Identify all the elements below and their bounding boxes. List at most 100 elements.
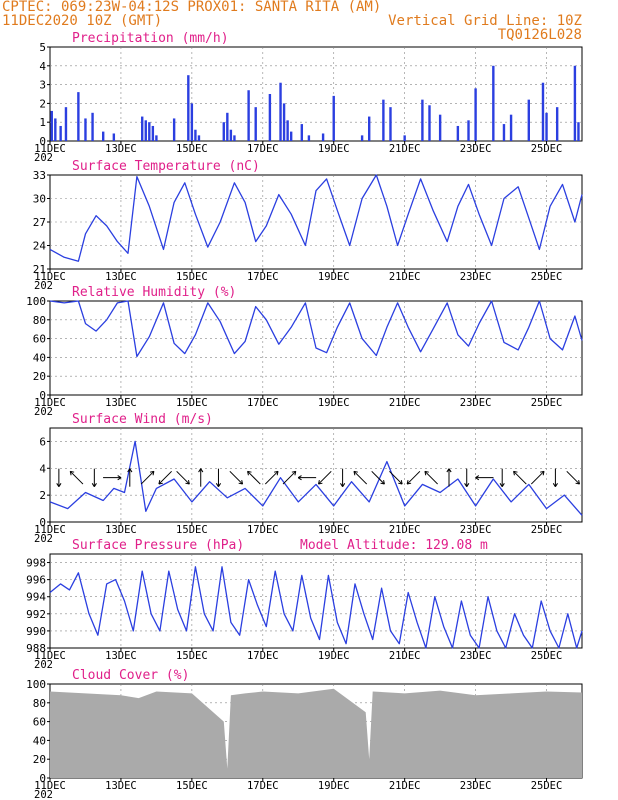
wind-arrow-shaft <box>158 470 172 485</box>
pressure-xtick-label: 17DEC <box>247 650 279 662</box>
precipitation-xtick-label: 19DEC <box>318 143 350 155</box>
precipitation-bar <box>254 107 257 141</box>
wind-arrow-head <box>70 470 75 473</box>
wind-arrow-head <box>117 477 122 481</box>
wind-arrow-shaft <box>353 470 368 485</box>
wind-xtick-label: 25DEC <box>531 524 563 536</box>
wind-arrow-shaft <box>371 470 385 485</box>
precipitation-bar <box>222 122 225 141</box>
cloud-cover-xtick-label: 15DEC <box>176 780 208 792</box>
precipitation-bar <box>268 94 272 141</box>
wind-wind-arrow <box>552 468 558 487</box>
wind-wind-arrow <box>318 470 332 485</box>
precipitation-bar <box>282 103 286 141</box>
wind-wind-arrow <box>158 470 172 485</box>
wind-xtick-label: 13DEC <box>105 524 137 536</box>
precipitation-bar <box>541 82 545 141</box>
wind-arrow-head <box>294 471 297 476</box>
wind-arrow-head <box>353 471 356 476</box>
temperature-year-fragment: 202 <box>34 280 53 292</box>
wind-xtick-label: 19DEC <box>318 524 350 536</box>
wind-arrow-head <box>340 483 344 487</box>
precipitation-bar <box>577 122 580 141</box>
precipitation-frame <box>49 46 583 142</box>
precipitation-bar <box>64 107 68 141</box>
wind-arrow-shaft <box>247 470 261 485</box>
precipitation-bar <box>502 124 506 141</box>
wind-arrow-head <box>69 471 72 476</box>
wind-wind-arrow <box>424 470 438 485</box>
wind-arrow-head <box>475 475 480 479</box>
wind-arrow-head <box>542 471 545 476</box>
humidity-ytick-label: 20 <box>33 370 46 383</box>
wind-arrow-shaft <box>513 470 527 485</box>
precipitation-bar <box>91 112 94 141</box>
wind-ytick-label: 0 <box>39 516 46 529</box>
wind-xtick-label: 23DEC <box>460 524 492 536</box>
wind-arrow-shaft <box>140 470 155 485</box>
wind-arrow-head <box>380 482 385 485</box>
wind-wind-arrow <box>247 470 261 485</box>
precipitation-bar <box>403 135 406 141</box>
cloud-cover-ytick-label: 100 <box>26 678 46 691</box>
precipitation-bar <box>456 125 460 141</box>
pressure-xtick-label: 21DEC <box>389 650 421 662</box>
cloud-cover-ytick-label: 80 <box>33 697 46 710</box>
wind-arrow-head <box>398 482 403 485</box>
cloud-cover-xtick-label: 23DEC <box>460 780 492 792</box>
wind-arrow-head <box>238 482 243 485</box>
wind-series-line <box>49 440 583 516</box>
wind-arrow-head <box>247 470 252 473</box>
precipitation-bar <box>59 125 62 141</box>
humidity-ytick-label: 40 <box>33 351 46 364</box>
wind-xtick-label: 17DEC <box>247 524 279 536</box>
precipitation-bar <box>197 135 201 141</box>
wind-arrow-head <box>158 480 161 485</box>
wind-xtick-label: 15DEC <box>176 524 208 536</box>
humidity-xtick-label: 15DEC <box>176 397 208 409</box>
pressure-ytick-label: 988 <box>26 642 46 655</box>
cloud-cover-xtick-label: 11DEC <box>34 780 66 792</box>
precipitation-bar <box>102 131 105 141</box>
wind-arrow-head <box>198 468 202 473</box>
wind-arrow-head <box>127 468 131 473</box>
humidity-ytick-label: 60 <box>33 333 46 346</box>
precipitation-bar <box>360 135 364 141</box>
pressure-xtick-label: 19DEC <box>318 650 350 662</box>
wind-wind-arrow <box>475 475 494 481</box>
wind-title: Surface Wind (m/s) <box>72 412 213 427</box>
wind-arrow-head <box>218 483 222 487</box>
humidity-xtick-label: 23DEC <box>460 397 492 409</box>
wind-arrow-head <box>424 471 427 476</box>
wind-ytick-label: 4 <box>39 462 46 475</box>
wind-wind-arrow <box>530 470 545 485</box>
cloud-cover-xtick-label: 13DEC <box>105 780 137 792</box>
wind-arrow-head <box>400 480 403 485</box>
precipitation-bar <box>428 105 431 141</box>
wind-arrow-head <box>540 470 545 473</box>
temperature-xtick-label: 23DEC <box>460 271 492 283</box>
precipitation-bar <box>509 114 513 141</box>
humidity-xtick-label: 13DEC <box>105 397 137 409</box>
wind-arrow-head <box>93 483 97 487</box>
wind-year-fragment: 202 <box>34 533 53 545</box>
wind-arrow-shaft <box>566 470 580 485</box>
wind-wind-arrow <box>140 470 155 485</box>
cloud-cover-panel: 0 20 40 60 80 100 11DEC 13DEC 15DEC 17DEC 19DEC 21D… <box>26 668 583 800</box>
wind-arrow-shaft <box>229 470 243 485</box>
wind-wind-arrow <box>297 475 317 481</box>
wind-arrow-head <box>215 483 219 487</box>
pressure-ytick-label: 992 <box>26 608 46 621</box>
precipitation-bar <box>155 135 158 141</box>
humidity-frame <box>49 300 583 396</box>
humidity-ytick-label: 100 <box>26 295 46 308</box>
cloud-cover-area <box>50 688 582 778</box>
precipitation-bar <box>194 129 197 141</box>
wind-ytick-label: 6 <box>39 435 46 448</box>
pressure-ytick-label: 996 <box>26 574 46 587</box>
humidity-title: Relative Humidity (%) <box>72 285 236 300</box>
humidity-ytick-label: 0 <box>39 389 46 402</box>
pressure-xtick-label: 15DEC <box>176 650 208 662</box>
precipitation-bar <box>332 95 335 141</box>
precipitation-xtick-label: 25DEC <box>531 143 563 155</box>
